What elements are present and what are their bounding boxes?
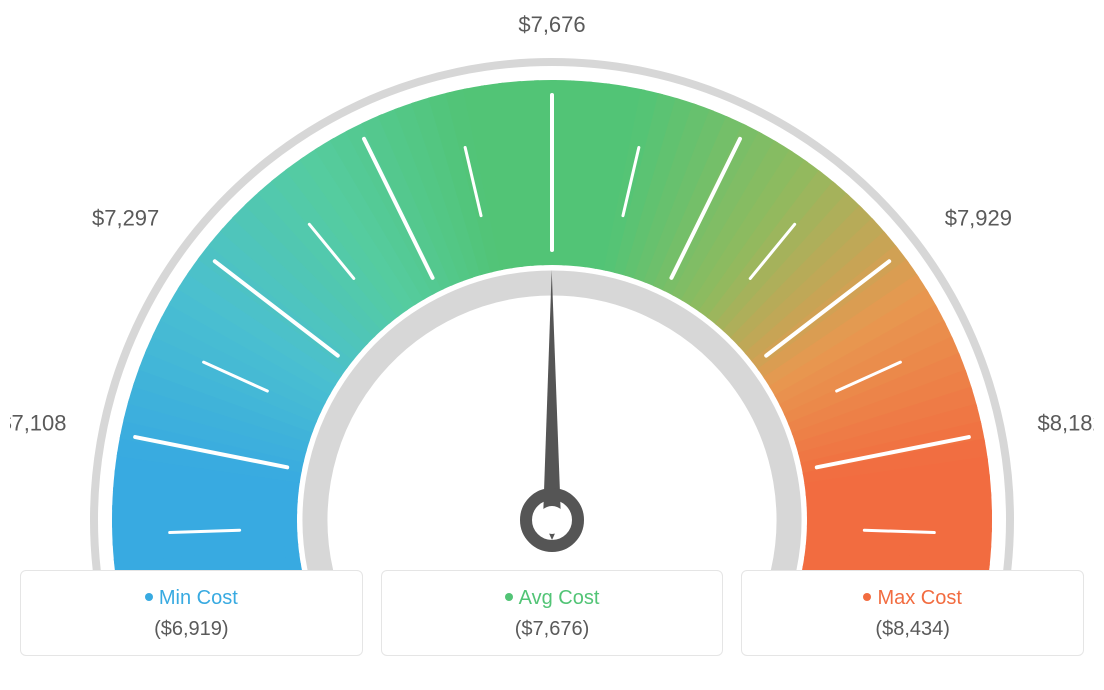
gauge-tick-label: $7,676 [518, 12, 585, 37]
gauge-tick-label: $7,297 [92, 206, 159, 231]
legend-card-max: Max Cost ($8,434) [741, 570, 1084, 656]
legend-label-max-text: Max Cost [877, 587, 961, 609]
legend-label-avg-text: Avg Cost [519, 587, 600, 609]
gauge-tick-label: $7,108 [10, 410, 67, 435]
legend-value-min: ($6,919) [31, 618, 352, 641]
legend-dot-avg [505, 593, 513, 601]
legend-card-avg: Avg Cost ($7,676) [381, 570, 724, 656]
legend-dot-min [145, 593, 153, 601]
gauge-tick-label: $7,929 [945, 206, 1012, 231]
legend-label-max: Max Cost [752, 587, 1073, 610]
legend-label-min-text: Min Cost [159, 587, 238, 609]
gauge-svg: $6,919$7,108$7,297$7,676$7,929$8,182$8,4… [10, 10, 1094, 570]
gauge-tick-label: $8,182 [1037, 410, 1094, 435]
legend-dot-max [863, 593, 871, 601]
legend-label-min: Min Cost [31, 587, 352, 610]
gauge-chart: $6,919$7,108$7,297$7,676$7,929$8,182$8,4… [10, 10, 1094, 570]
legend-card-min: Min Cost ($6,919) [20, 570, 363, 656]
legend-row: Min Cost ($6,919) Avg Cost ($7,676) Max … [10, 570, 1094, 656]
legend-label-avg: Avg Cost [392, 587, 713, 610]
legend-value-avg: ($7,676) [392, 618, 713, 641]
legend-value-max: ($8,434) [752, 618, 1073, 641]
